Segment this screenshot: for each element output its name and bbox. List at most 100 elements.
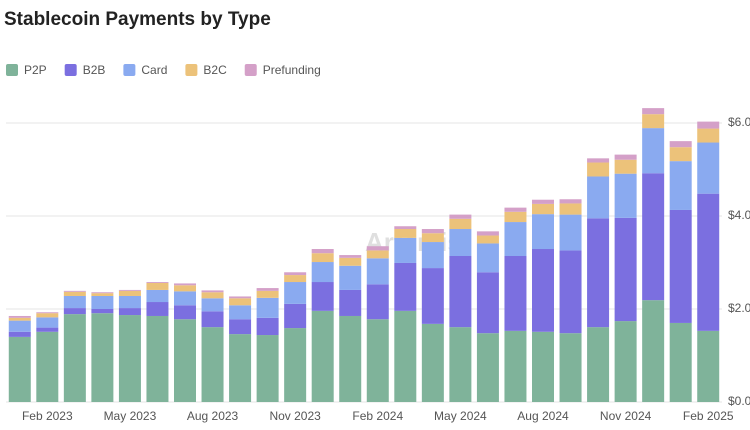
bar-segment <box>174 285 196 292</box>
bar-segment <box>229 319 252 335</box>
bar-segment <box>697 128 720 143</box>
bar-segment <box>532 331 554 402</box>
bar-segment <box>532 249 554 332</box>
bar-segment <box>256 288 279 291</box>
bar-segment <box>146 302 169 316</box>
bar-segment <box>642 114 665 129</box>
bar-segment <box>118 308 141 316</box>
bar-segment <box>697 121 720 129</box>
bar-segment <box>587 158 610 163</box>
bar-segment <box>394 310 417 402</box>
bar-segment <box>504 207 527 212</box>
bar-segment <box>504 255 527 331</box>
legend-swatch <box>64 64 77 76</box>
y-tick-label: $2.0B <box>728 301 750 315</box>
bar-segment <box>339 315 362 402</box>
legend-label: Prefunding <box>263 63 321 77</box>
bar-segment <box>421 233 444 243</box>
bar-segment <box>63 314 86 402</box>
bar-segment <box>91 292 114 294</box>
bar-segment <box>504 222 527 256</box>
bar-segment <box>311 310 334 402</box>
bar-segment <box>394 229 417 238</box>
bar-segment <box>91 309 114 314</box>
bar-segment <box>421 268 444 324</box>
bar-segment <box>394 237 417 263</box>
bar-segment <box>8 331 31 337</box>
bar-segment <box>256 297 279 318</box>
x-tick-label: Aug 2023 <box>187 409 239 423</box>
bar-segment <box>614 154 637 160</box>
bar-segment <box>8 336 31 402</box>
bar-segment <box>642 108 665 115</box>
bar-segment <box>8 320 31 332</box>
bar-segment <box>587 327 610 402</box>
legend-label: B2C <box>203 63 227 77</box>
bar-segment <box>311 249 334 254</box>
bar-segment <box>201 298 224 312</box>
bar-segment <box>697 142 720 194</box>
bar-segment <box>284 275 307 283</box>
bar-segment <box>476 235 499 244</box>
bar-segment <box>642 300 665 402</box>
bar-segment <box>449 214 472 219</box>
bar-segment <box>284 328 307 402</box>
bar-segment <box>587 218 610 328</box>
bar-segment <box>614 159 637 174</box>
bar-segment <box>532 203 554 215</box>
bar-segment <box>669 141 692 148</box>
bar-segment <box>366 258 389 285</box>
bar-segment <box>476 333 499 402</box>
bar-segment <box>36 313 59 318</box>
bar-segment <box>36 331 59 402</box>
bar-segment <box>339 265 362 290</box>
bar-segment <box>449 218 472 230</box>
chart-title: Stablecoin Payments by Type <box>4 9 271 30</box>
x-tick-label: Aug 2024 <box>517 409 569 423</box>
bar-segment <box>339 257 362 266</box>
bar-segment <box>559 333 582 402</box>
bar-segment <box>91 293 114 296</box>
legend-label: P2P <box>24 63 47 77</box>
bar-segment <box>174 291 196 306</box>
bar-segment <box>284 303 307 329</box>
legend-swatch <box>244 64 257 76</box>
bar-segment <box>311 282 334 311</box>
y-tick-label: $6.0B <box>728 115 750 129</box>
x-tick-label: Nov 2023 <box>269 409 321 423</box>
legend-label: Card <box>141 63 167 77</box>
bar-segment <box>63 290 86 292</box>
bar-segment <box>229 305 252 320</box>
bar-segment <box>449 327 472 402</box>
bar-segment <box>587 162 610 177</box>
bar-segment <box>174 319 196 402</box>
bar-segment <box>91 295 114 309</box>
bar-segment <box>449 229 472 256</box>
bar-segment <box>421 323 444 402</box>
bar-segment <box>174 283 196 286</box>
bar-segment <box>146 282 169 283</box>
bar-segment <box>311 262 334 283</box>
bar-segment <box>36 312 59 314</box>
bar-segment <box>63 308 86 315</box>
bar-segment <box>36 327 59 332</box>
bar-segment <box>284 282 307 304</box>
bar-segment <box>421 242 444 269</box>
bar-segment <box>476 272 499 334</box>
bar-segment <box>642 173 665 301</box>
bar-segment <box>229 334 252 402</box>
bar-segment <box>366 284 389 320</box>
bar-segment <box>366 250 389 259</box>
bar-segment <box>284 272 307 276</box>
legend-swatch <box>185 64 198 76</box>
bar-segment <box>614 173 637 218</box>
legend-label: B2B <box>83 63 106 77</box>
bar-segment <box>476 231 499 236</box>
bar-segment <box>614 217 637 322</box>
bar-segment <box>8 317 31 321</box>
bar-segment <box>229 296 252 299</box>
bar-segment <box>36 317 59 328</box>
bar-segment <box>669 161 692 210</box>
bar-segment <box>8 315 31 318</box>
bar-segment <box>697 193 720 331</box>
